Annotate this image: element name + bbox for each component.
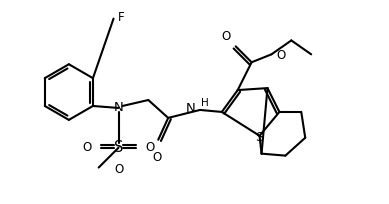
Text: S: S — [255, 131, 264, 144]
Text: O: O — [114, 163, 123, 176]
Text: O: O — [152, 151, 162, 164]
Text: H: H — [201, 98, 209, 108]
Text: S: S — [114, 140, 123, 155]
Text: N: N — [186, 102, 196, 115]
Text: N: N — [114, 101, 123, 114]
Text: O: O — [82, 141, 92, 154]
Text: O: O — [145, 141, 154, 154]
Text: O: O — [277, 49, 286, 62]
Text: F: F — [117, 11, 124, 24]
Text: O: O — [221, 30, 231, 43]
